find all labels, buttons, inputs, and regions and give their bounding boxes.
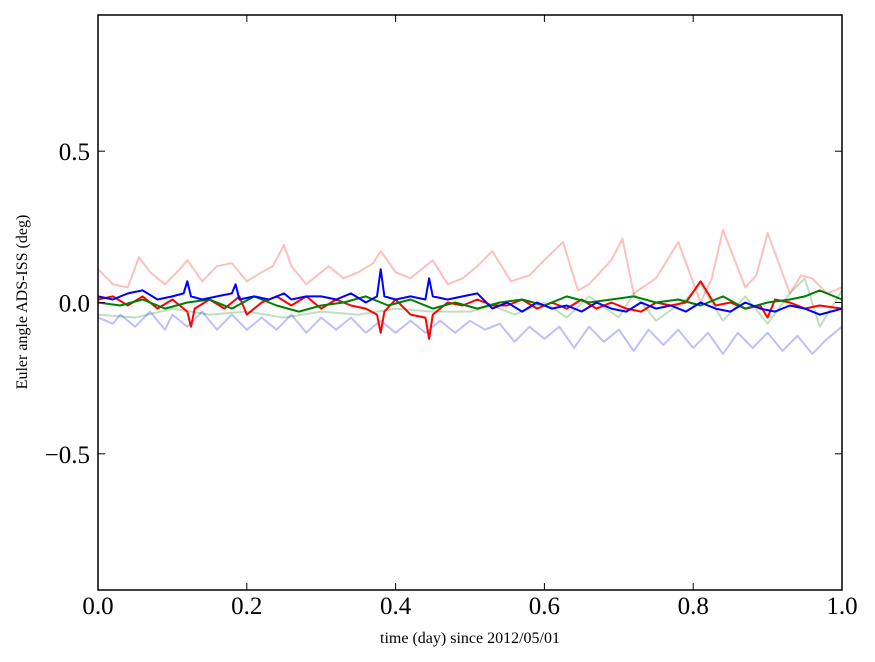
tick-label-layer: 0.0 0.2 0.4 0.6 0.8 1.0 −0.5 0.0 0.5 [45,139,858,620]
x-tick-label: 0.8 [678,593,709,620]
series-line-4 [97,280,843,340]
x-tick-label: 0.6 [529,593,560,620]
y-tick-label: 0.0 [59,291,90,318]
x-tick-label: 0.0 [82,593,113,620]
y-tick-label: 0.5 [59,139,90,166]
series-layer [97,228,843,355]
series-line-5 [97,289,843,313]
series-line-1 [97,228,843,304]
series-line-6 [97,268,843,316]
series-line-2 [97,277,843,328]
tick-layer [97,15,843,590]
series-line-3 [97,310,843,355]
x-tick-label: 0.2 [231,593,262,620]
y-axis-title: Euler angle ADS-ISS (deg) [14,215,31,390]
x-tick-label: 0.4 [380,593,412,620]
y-tick-label: −0.5 [45,442,90,469]
x-axis-title: time (day) since 2012/05/01 [380,630,560,647]
x-tick-label: 1.0 [826,593,857,620]
